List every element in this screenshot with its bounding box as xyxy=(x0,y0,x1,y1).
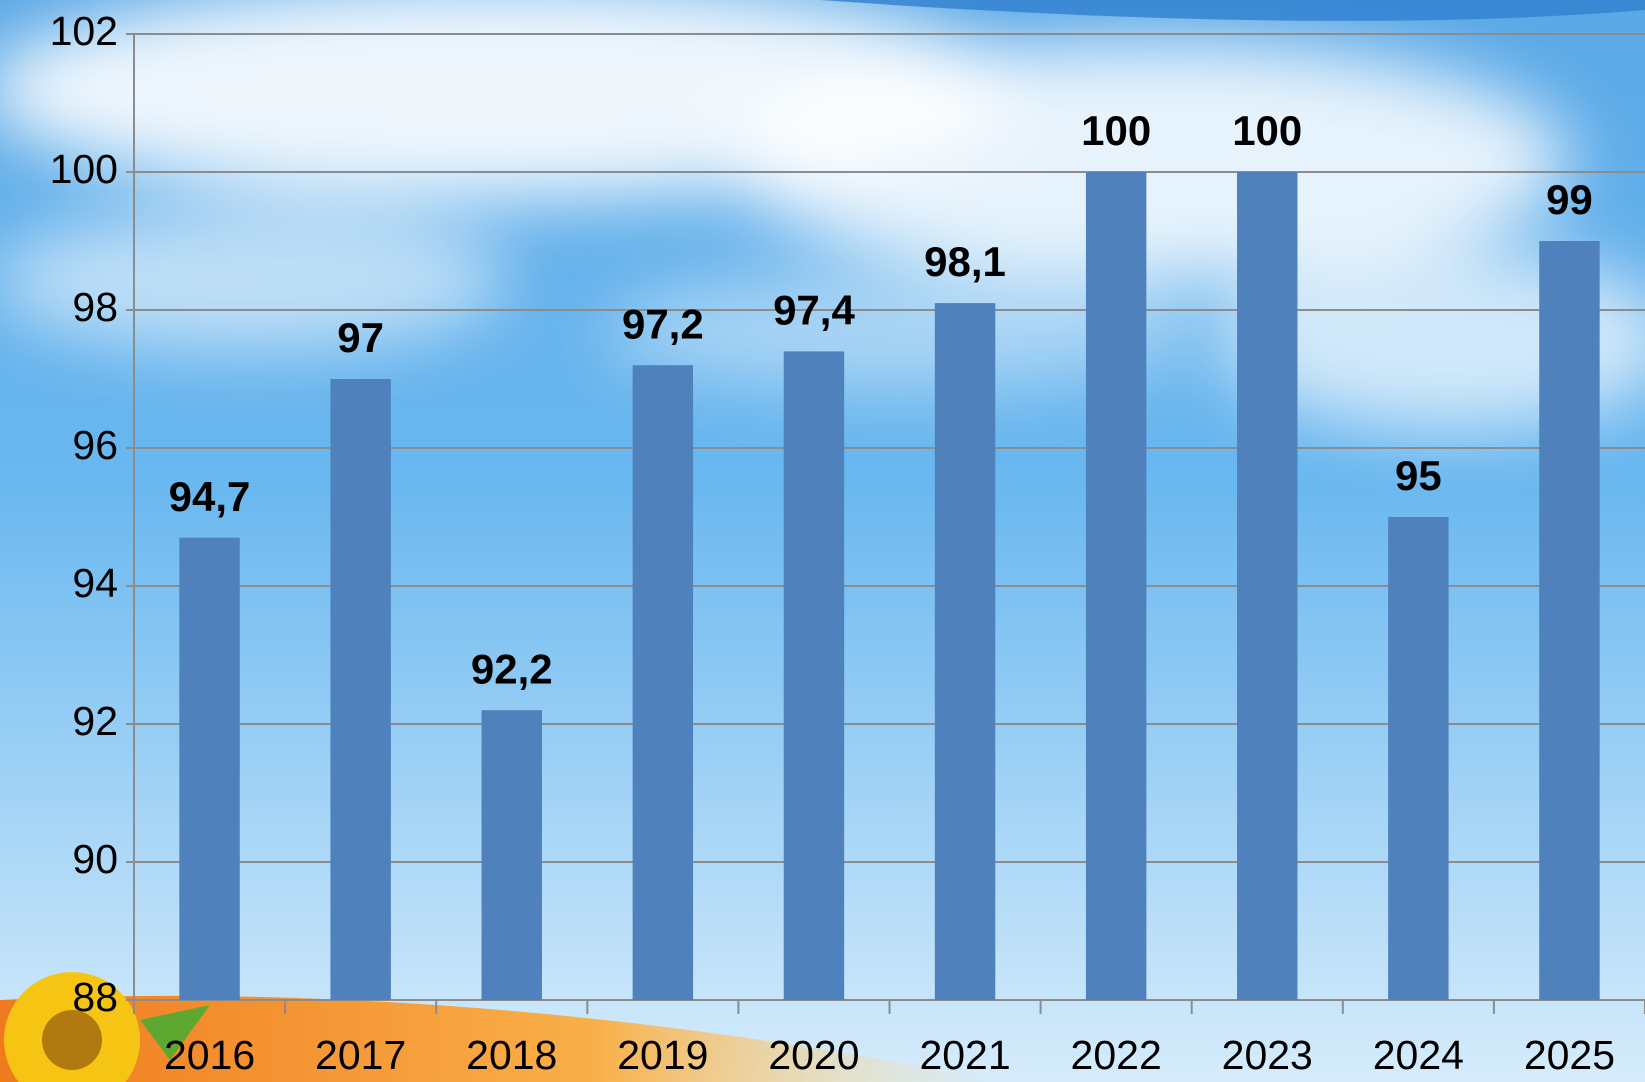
y-tick-label: 92 xyxy=(72,698,118,744)
x-tick-label: 2016 xyxy=(164,1032,255,1078)
x-tick-label: 2024 xyxy=(1373,1032,1464,1078)
bar xyxy=(1085,172,1147,1000)
y-tick-label: 98 xyxy=(72,284,118,330)
x-tick-label: 2020 xyxy=(768,1032,859,1078)
value-label: 95 xyxy=(1395,452,1442,499)
value-label: 98,1 xyxy=(924,238,1006,285)
value-label: 97,4 xyxy=(773,286,855,333)
y-tick-label: 94 xyxy=(72,560,118,606)
bar xyxy=(783,351,845,1000)
y-tick-label: 96 xyxy=(72,422,118,468)
value-label: 94,7 xyxy=(169,473,251,520)
clouds xyxy=(0,0,1645,430)
y-tick-label: 90 xyxy=(72,836,118,882)
value-label: 97 xyxy=(337,314,384,361)
x-tick-label: 2023 xyxy=(1222,1032,1313,1078)
value-label: 97,2 xyxy=(622,300,704,347)
bar xyxy=(632,365,694,1000)
x-tick-label: 2017 xyxy=(315,1032,406,1078)
bar xyxy=(934,303,996,1001)
bar xyxy=(1388,517,1449,1000)
value-label: 100 xyxy=(1081,107,1151,154)
x-tick-label: 2018 xyxy=(466,1032,557,1078)
value-label: 92,2 xyxy=(471,645,553,692)
bar xyxy=(1237,172,1298,1000)
y-tick-label: 100 xyxy=(50,146,118,192)
bar xyxy=(179,537,240,1000)
bar xyxy=(481,710,542,1000)
bar xyxy=(1539,241,1600,1000)
value-label: 100 xyxy=(1232,107,1302,154)
x-tick-label: 2021 xyxy=(919,1032,1010,1078)
x-tick-label: 2025 xyxy=(1524,1032,1615,1078)
y-tick-label: 88 xyxy=(72,974,118,1020)
bar xyxy=(330,379,391,1000)
top-swoosh xyxy=(820,0,1645,21)
bottom-swoosh xyxy=(0,995,1000,1082)
x-tick-label: 2019 xyxy=(617,1032,708,1078)
y-tick-label: 102 xyxy=(50,8,118,54)
sunflower xyxy=(4,972,210,1082)
x-tick-label: 2022 xyxy=(1071,1032,1162,1078)
value-label: 99 xyxy=(1546,176,1593,223)
